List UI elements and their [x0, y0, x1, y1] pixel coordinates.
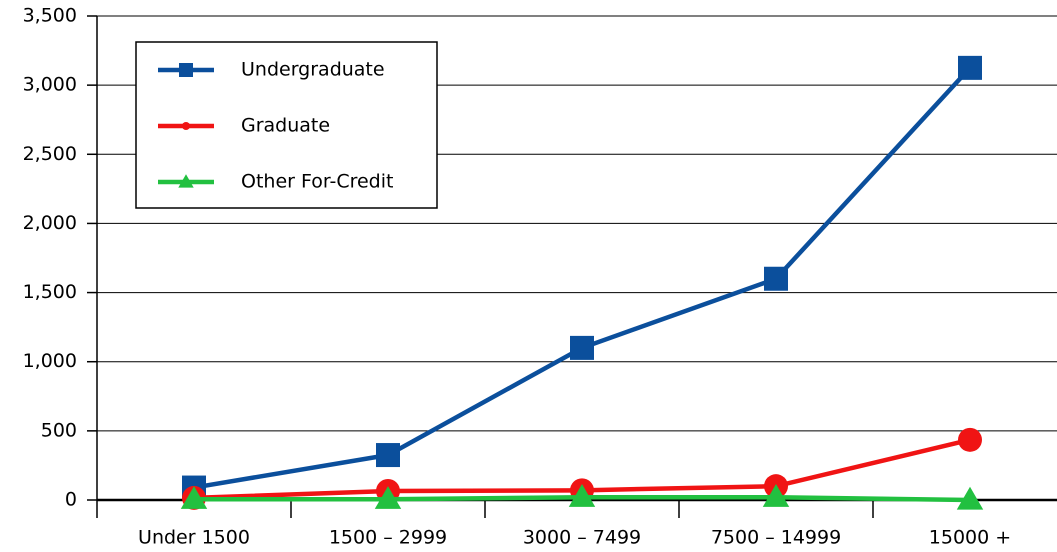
y-tick-label: 0: [65, 489, 77, 511]
point: [570, 335, 594, 360]
point: [956, 486, 984, 510]
legend-marker: [179, 63, 193, 77]
legend-label: Other For-Credit: [241, 171, 393, 193]
point: [568, 484, 596, 507]
point: [374, 486, 402, 509]
legend-label: Undergraduate: [241, 59, 385, 81]
point: [958, 427, 982, 452]
y-tick-label: 2,000: [23, 212, 77, 234]
point: [376, 443, 400, 468]
y-tick-label: 1,000: [23, 350, 77, 372]
x-tick-label: 3000 – 7499: [523, 527, 641, 549]
legend-marker: [178, 174, 194, 188]
legend-label: Graduate: [241, 115, 330, 137]
x-tick-label: 7500 – 14999: [711, 527, 841, 549]
point: [958, 55, 982, 80]
y-tick-label: 3,500: [23, 5, 77, 27]
x-tick-label: Under 1500: [138, 527, 250, 549]
x-tick-label: 1500 – 2999: [329, 527, 447, 549]
y-tick-label: 1,500: [23, 281, 77, 303]
point: [180, 486, 208, 509]
legend-marker: [182, 122, 190, 130]
y-tick-label: 2,500: [23, 143, 77, 165]
point: [764, 266, 788, 291]
y-tick-label: 500: [41, 419, 77, 441]
point: [762, 484, 790, 507]
y-tick-label: 3,000: [23, 74, 77, 96]
x-tick-label: 15000 +: [929, 527, 1011, 549]
